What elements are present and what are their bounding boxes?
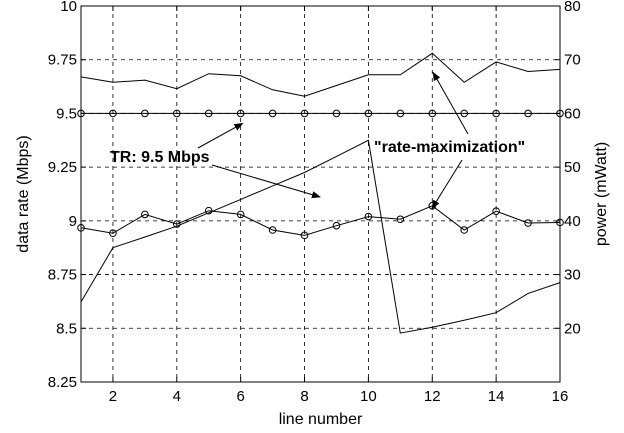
x-tick-label: 2 xyxy=(109,388,117,405)
x-tick-label: 10 xyxy=(360,388,377,405)
series-3-point xyxy=(109,229,117,238)
series-3-point xyxy=(396,215,405,224)
series-3-point xyxy=(364,212,373,221)
x-tick-label: 16 xyxy=(552,388,569,405)
series-1-point xyxy=(396,109,405,118)
annotations: TR: 9.5 Mbps "rate-maximization" xyxy=(110,71,525,210)
y-left-tick-label: 9.75 xyxy=(48,52,77,69)
series-group xyxy=(77,52,564,334)
series-1-point xyxy=(492,109,500,118)
series-3-point xyxy=(141,210,149,219)
series-3-point xyxy=(236,210,245,219)
y-left-tick-label: 9.25 xyxy=(48,159,77,176)
annotation-tr-arrow xyxy=(211,164,321,199)
tick-labels: 2 4 6 8 10 12 14 16 8.25 8.5 8.75 9 9.25 9.5 9.75 10 20 3… xyxy=(48,0,581,405)
grid-lines xyxy=(81,6,560,382)
series-3-point xyxy=(268,226,277,234)
annotation-tr-label: TR: 9.5 Mbps xyxy=(110,149,210,166)
x-tick-label: 12 xyxy=(424,388,441,405)
series-4-line xyxy=(80,139,561,334)
series-1-point xyxy=(173,109,181,118)
series-3-point xyxy=(173,220,181,228)
y-right-tick-label: 50 xyxy=(564,159,581,176)
y-right-tick-label: 70 xyxy=(564,52,581,69)
series-1-point xyxy=(236,109,245,118)
annotation-rate-max-label: "rate-maximization" xyxy=(374,139,525,156)
y-right-tick-label: 40 xyxy=(564,213,581,230)
series-3-point xyxy=(524,219,532,227)
x-axis-label: line number xyxy=(279,411,363,428)
y-right-tick-label: 80 xyxy=(564,0,581,15)
y-right-tick-label: 60 xyxy=(564,105,581,122)
series-1-point xyxy=(268,109,277,118)
y-left-tick-label: 8.75 xyxy=(48,267,77,284)
series-1-point xyxy=(332,109,341,118)
y-left-tick-label: 9.5 xyxy=(56,105,77,122)
series-1-point xyxy=(204,109,213,118)
plot-frame xyxy=(80,5,561,383)
series-3-point xyxy=(300,231,309,240)
series-1-point xyxy=(460,109,469,118)
y-left-tick-label: 10 xyxy=(60,0,77,15)
y-left-tick-label: 8.25 xyxy=(48,374,77,391)
series-1-point xyxy=(428,109,437,118)
x-tick-label: 8 xyxy=(300,388,308,405)
series-3-point xyxy=(492,207,500,215)
y-right-tick-label: 20 xyxy=(564,320,581,337)
series-3-line xyxy=(80,205,561,236)
series-3-point xyxy=(332,221,341,230)
y-left-tick-label: 8.5 xyxy=(56,320,77,337)
series-2-line xyxy=(80,52,561,97)
series-3-point xyxy=(204,206,213,215)
series-1-point xyxy=(524,109,532,118)
y-right-tick-label: 30 xyxy=(564,267,581,284)
series-1-point xyxy=(141,109,149,118)
x-tick-label: 4 xyxy=(173,388,181,405)
x-tick-label: 14 xyxy=(488,388,505,405)
y-left-tick-label: 9 xyxy=(69,213,77,230)
x-tick-label: 6 xyxy=(236,388,244,405)
series-1-point xyxy=(364,109,373,118)
series-1-point xyxy=(109,109,117,118)
series-3-point xyxy=(460,226,469,234)
y-axis-left-label: data rate (Mbps) xyxy=(15,135,32,252)
annotation-rate-max-arrow xyxy=(432,71,469,135)
annotation-tr-arrow xyxy=(197,122,244,149)
y-axis-right-label: power (mWatt) xyxy=(593,142,610,246)
annotation-rate-max-arrow xyxy=(431,159,463,210)
series-1-point xyxy=(300,109,309,118)
